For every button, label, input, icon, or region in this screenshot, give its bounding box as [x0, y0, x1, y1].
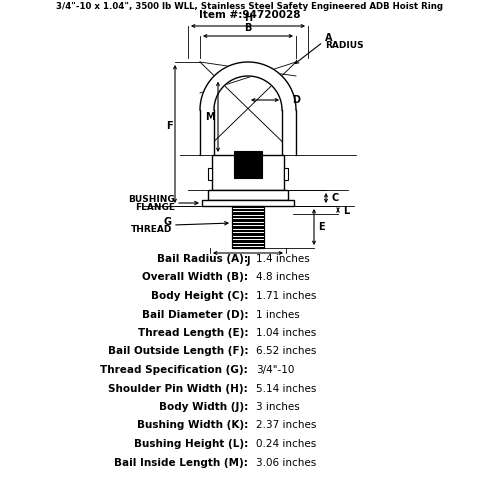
Text: Overall Width (B):: Overall Width (B):	[142, 272, 248, 282]
Bar	[202, 200, 294, 206]
Text: Thread Specification (G):: Thread Specification (G):	[100, 365, 248, 375]
Text: Shoulder Pin Width (H):: Shoulder Pin Width (H):	[108, 384, 248, 394]
Text: 3/4"-10 x 1.04", 3500 lb WLL, Stainless Steel Safety Engineered ADB Hoist Ring: 3/4"-10 x 1.04", 3500 lb WLL, Stainless …	[56, 2, 444, 11]
Text: M: M	[205, 112, 215, 122]
Text: RADIUS: RADIUS	[325, 42, 364, 50]
Text: B: B	[244, 23, 252, 33]
Text: 5.14 inches: 5.14 inches	[256, 384, 316, 394]
Text: L: L	[343, 206, 349, 216]
Bar	[234, 151, 262, 178]
Text: 1.04 inches: 1.04 inches	[256, 328, 316, 338]
Text: C: C	[331, 193, 338, 203]
Text: D: D	[292, 95, 300, 105]
Text: Bail Diameter (D):: Bail Diameter (D):	[142, 310, 248, 320]
Text: A: A	[325, 33, 332, 43]
Text: 3/4"-10: 3/4"-10	[256, 365, 294, 375]
Text: G: G	[164, 217, 172, 227]
Text: 4.8 inches: 4.8 inches	[256, 272, 310, 282]
Text: H: H	[244, 13, 252, 23]
Text: K: K	[244, 206, 252, 216]
Polygon shape	[200, 110, 214, 155]
Bar	[232, 206, 264, 248]
Bar	[212, 155, 284, 190]
Text: 1.4 inches: 1.4 inches	[256, 254, 310, 264]
Text: THREAD: THREAD	[130, 226, 172, 234]
Polygon shape	[282, 110, 296, 155]
Text: Body Height (C):: Body Height (C):	[150, 291, 248, 301]
Text: FLANGE: FLANGE	[135, 202, 175, 211]
Bar	[284, 168, 288, 179]
Bar	[208, 190, 288, 200]
Text: 6.52 inches: 6.52 inches	[256, 346, 316, 356]
Text: 2.37 inches: 2.37 inches	[256, 420, 316, 430]
Text: 1 inches: 1 inches	[256, 310, 300, 320]
Text: Bushing Width (K):: Bushing Width (K):	[137, 420, 248, 430]
Text: Body Width (J):: Body Width (J):	[159, 402, 248, 412]
Text: Bail Inside Length (M):: Bail Inside Length (M):	[114, 458, 248, 468]
Polygon shape	[200, 62, 296, 110]
Text: 0.24 inches: 0.24 inches	[256, 439, 316, 449]
Text: 3.06 inches: 3.06 inches	[256, 458, 316, 468]
Text: Bail Outside Length (F):: Bail Outside Length (F):	[108, 346, 248, 356]
Text: Item #:94720028: Item #:94720028	[199, 10, 301, 20]
Text: E: E	[318, 222, 324, 232]
Bar	[232, 206, 264, 248]
Text: BUSHING: BUSHING	[128, 196, 175, 204]
Text: Thread Length (E):: Thread Length (E):	[138, 328, 248, 338]
Text: Bushing Height (L):: Bushing Height (L):	[134, 439, 248, 449]
Text: 1.71 inches: 1.71 inches	[256, 291, 316, 301]
Text: Bail Radius (A):: Bail Radius (A):	[157, 254, 248, 264]
Text: J: J	[246, 256, 250, 266]
Bar	[208, 168, 212, 179]
Text: F: F	[166, 121, 172, 131]
Text: 3 inches: 3 inches	[256, 402, 300, 412]
